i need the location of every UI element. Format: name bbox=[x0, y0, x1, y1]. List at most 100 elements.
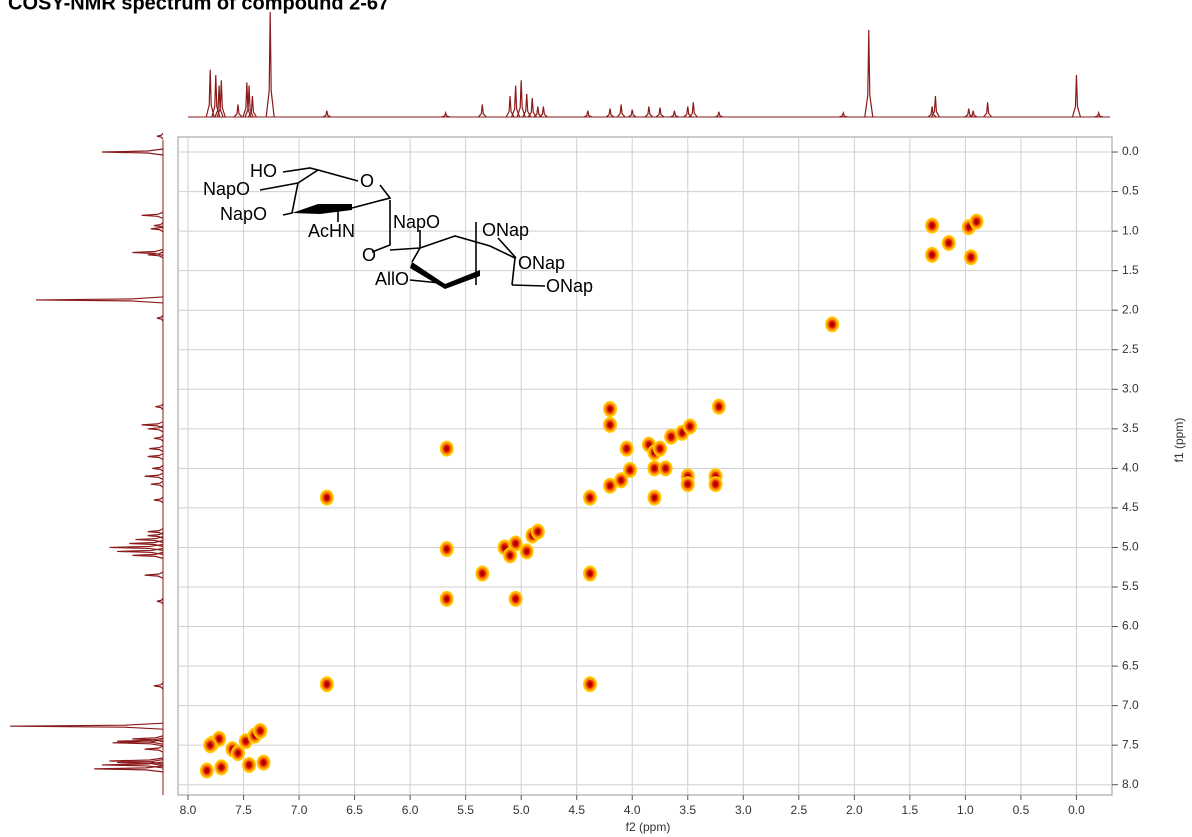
contour bbox=[444, 596, 449, 602]
top-projection-peak bbox=[683, 106, 693, 118]
cross-peak bbox=[925, 246, 940, 263]
bond bbox=[259, 169, 359, 191]
left-projection-peak bbox=[147, 452, 164, 461]
cross-peak bbox=[941, 234, 956, 251]
contour bbox=[246, 762, 252, 768]
top-projection-peak bbox=[233, 104, 243, 118]
y-tick-label: 1.5 bbox=[1122, 263, 1139, 277]
contour bbox=[929, 252, 935, 258]
y-tick-label: 4.5 bbox=[1122, 500, 1139, 514]
atom-label: NapO bbox=[203, 179, 250, 199]
contour bbox=[513, 540, 518, 547]
bond bbox=[511, 284, 546, 287]
contour bbox=[966, 224, 971, 230]
left-projection-peak bbox=[156, 597, 164, 605]
contour bbox=[968, 254, 974, 260]
left-projection-peak bbox=[156, 132, 164, 140]
left-projection-peak bbox=[141, 421, 164, 429]
left-projection-peak bbox=[109, 543, 164, 552]
cross-peak bbox=[969, 213, 984, 230]
contour bbox=[713, 481, 718, 487]
x-tick-label: 1.5 bbox=[902, 803, 919, 817]
left-projection-peak bbox=[36, 296, 164, 304]
contour bbox=[652, 465, 657, 471]
top-projection-peak bbox=[968, 110, 978, 118]
top-projection-peak bbox=[214, 85, 224, 118]
left-projection-peak bbox=[153, 434, 164, 442]
x-tick-label: 5.5 bbox=[457, 803, 474, 817]
atom-label: NapO bbox=[220, 204, 267, 224]
y-tick-label: 5.0 bbox=[1122, 540, 1139, 554]
bond bbox=[371, 200, 391, 253]
contour bbox=[974, 219, 979, 225]
top-projection-peak bbox=[1094, 110, 1103, 118]
contour bbox=[668, 434, 674, 440]
top-projection-peak bbox=[983, 102, 993, 118]
top-projection-peak bbox=[688, 102, 698, 118]
cross-peak bbox=[583, 565, 598, 582]
contour bbox=[685, 481, 690, 487]
left-projection-peak bbox=[144, 571, 164, 579]
cross-peak bbox=[647, 460, 662, 477]
contour bbox=[829, 321, 835, 328]
top-projection-peak bbox=[216, 80, 226, 118]
top-projection-peak bbox=[516, 80, 526, 118]
contour bbox=[680, 430, 685, 436]
bond bbox=[497, 237, 517, 259]
contour bbox=[261, 759, 266, 766]
atom-label: ONap bbox=[482, 220, 529, 240]
left-projection-peak bbox=[109, 757, 164, 765]
contour bbox=[716, 404, 722, 410]
cross-peak bbox=[439, 541, 454, 558]
cross-peak bbox=[963, 249, 978, 266]
x-tick-label: 2.5 bbox=[790, 803, 807, 817]
cross-peak bbox=[708, 476, 723, 493]
atom-label: ONap bbox=[546, 276, 593, 296]
cross-peak bbox=[242, 756, 257, 773]
contour bbox=[216, 736, 222, 742]
y-tick-label: 3.0 bbox=[1122, 381, 1139, 395]
left-projection-peak bbox=[144, 472, 164, 480]
x-tick-label: 6.0 bbox=[402, 803, 419, 817]
cross-peak bbox=[652, 440, 667, 457]
top-projection-peak bbox=[511, 85, 521, 118]
cross-peak bbox=[680, 476, 695, 493]
cross-peak bbox=[603, 477, 618, 494]
y-axis-label: f1 (ppm) bbox=[1172, 418, 1186, 463]
cross-peak bbox=[603, 401, 618, 418]
x-tick-label: 4.5 bbox=[568, 803, 585, 817]
contour bbox=[324, 495, 330, 501]
y-tick-label: 3.5 bbox=[1122, 421, 1139, 435]
left-projection-peak bbox=[94, 765, 164, 773]
structure: HO O NapO NapO AcHN NapO ONap O ONap All… bbox=[203, 161, 593, 296]
atom-label: O bbox=[360, 171, 374, 191]
chart-title: COSY-NMR spectrum of compound 2-67 bbox=[8, 0, 389, 14]
contour bbox=[607, 422, 613, 428]
y-tick-label: 2.5 bbox=[1122, 342, 1139, 356]
contour bbox=[646, 442, 652, 448]
top-projection-peak bbox=[605, 108, 615, 118]
cross-peak bbox=[203, 737, 218, 754]
y-tick-label: 4.0 bbox=[1122, 461, 1139, 475]
cross-peak bbox=[439, 590, 454, 607]
left-projection-peak bbox=[152, 464, 164, 472]
contour bbox=[587, 495, 593, 501]
plot-frame bbox=[177, 136, 1113, 796]
left-projection-peak bbox=[150, 480, 164, 488]
left-projection-peak bbox=[155, 403, 164, 411]
top-projection-peak bbox=[265, 11, 275, 118]
top-projection-peak bbox=[930, 95, 940, 118]
contour bbox=[507, 552, 513, 558]
left-projection-peak bbox=[147, 528, 164, 536]
left-projection-peak bbox=[132, 248, 164, 257]
contour bbox=[624, 446, 629, 452]
x-tick-label: 6.5 bbox=[346, 803, 363, 817]
y-tick-label: 0.0 bbox=[1122, 144, 1139, 158]
contour bbox=[513, 596, 518, 602]
cross-peak bbox=[319, 489, 334, 506]
left-projection-peak bbox=[147, 251, 164, 259]
contour bbox=[627, 467, 633, 473]
contour bbox=[607, 406, 613, 412]
x-tick-label: 3.0 bbox=[735, 803, 752, 817]
